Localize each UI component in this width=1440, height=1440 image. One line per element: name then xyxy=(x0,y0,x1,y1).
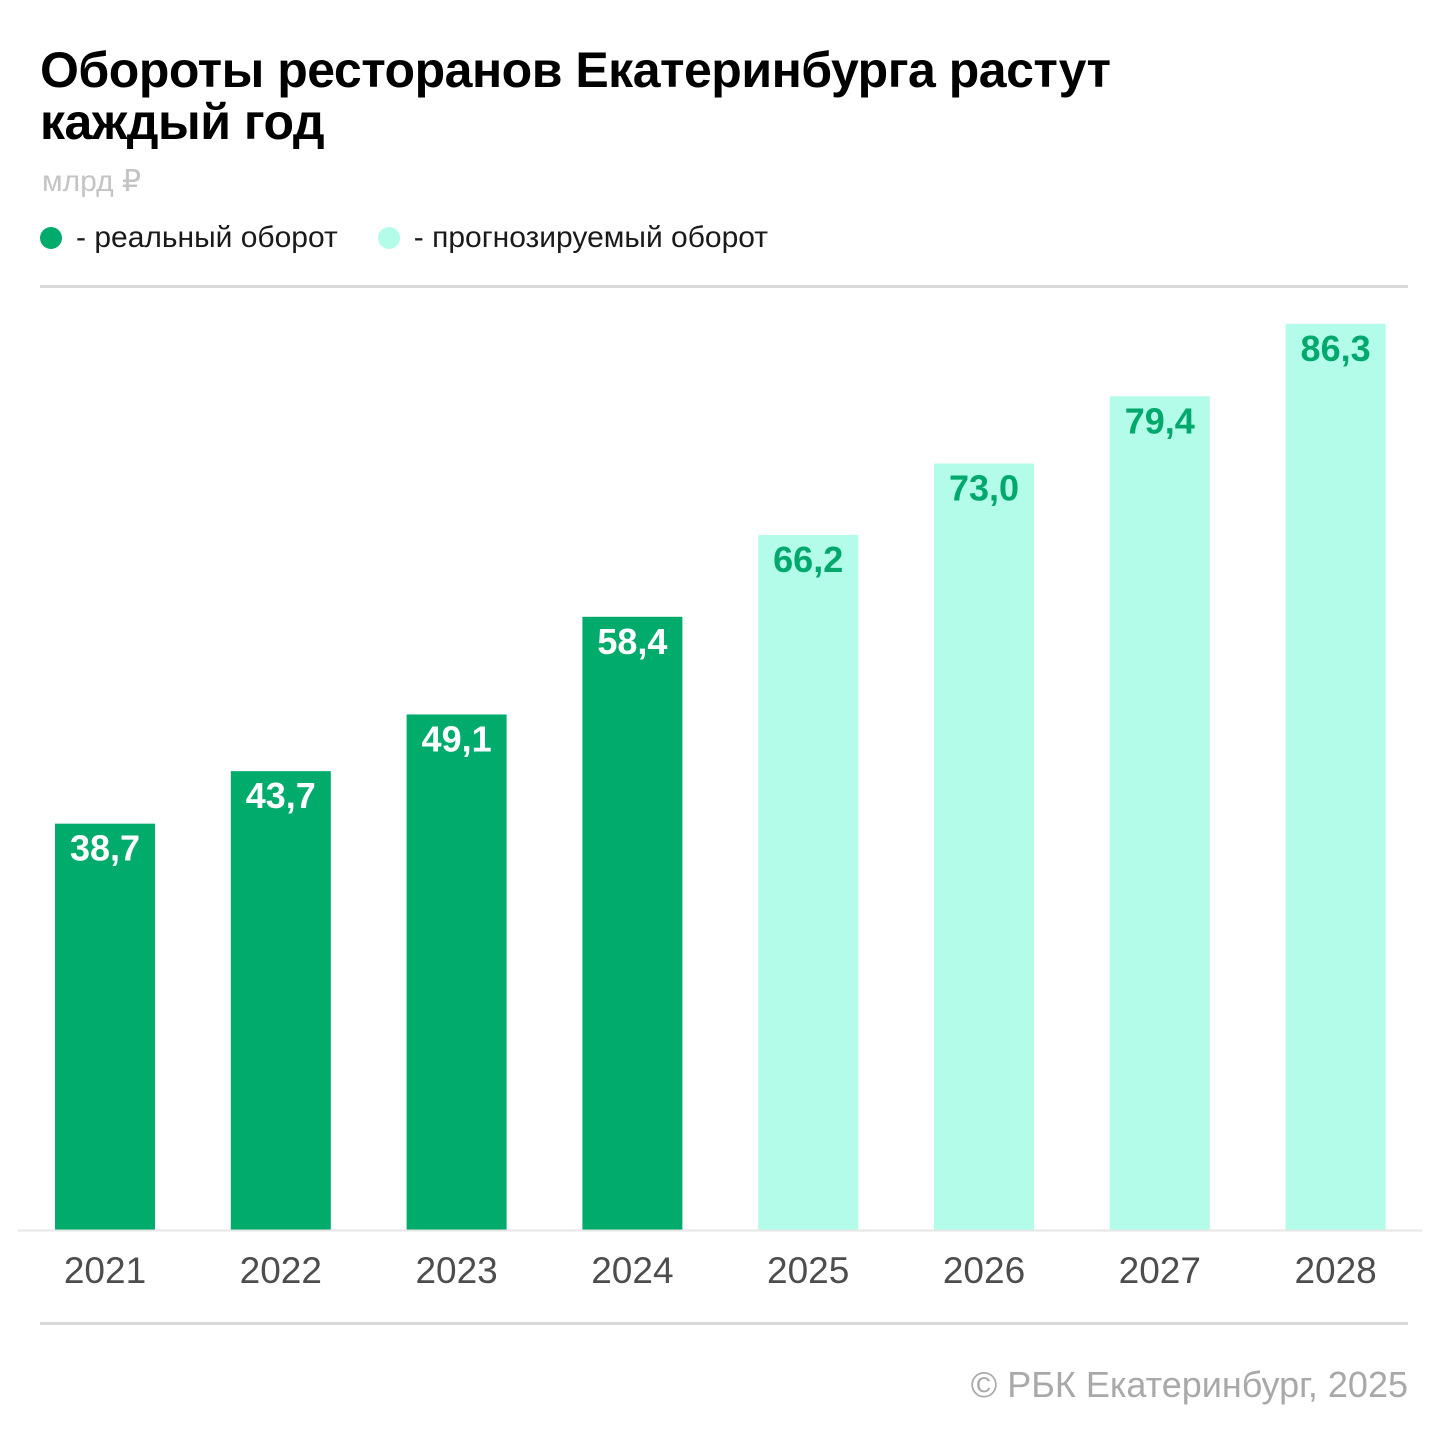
legend-label-actual: - реальный оборот xyxy=(76,221,338,254)
value-label-2022: 43,7 xyxy=(246,775,316,816)
bar-2025 xyxy=(758,534,859,1230)
x-tick-label-2027: 2027 xyxy=(1119,1250,1201,1291)
x-tick-label-2022: 2022 xyxy=(240,1250,322,1291)
chart-title: Обороты ресторанов Екатеринбурга растут … xyxy=(40,44,1340,148)
value-label-2027: 79,4 xyxy=(1125,400,1195,441)
bar-2028 xyxy=(1285,323,1386,1231)
value-label-2025: 66,2 xyxy=(773,539,843,580)
unit-label: млрд ₽ xyxy=(42,165,142,198)
x-tick-label-2024: 2024 xyxy=(591,1250,673,1291)
value-label-2023: 49,1 xyxy=(422,718,492,759)
legend-item-forecast: - прогнозируемый оборот xyxy=(377,221,769,255)
top-divider xyxy=(40,285,1408,288)
bar-2026 xyxy=(934,463,1034,1230)
x-tick-label-2021: 2021 xyxy=(64,1250,146,1291)
value-label-2028: 86,3 xyxy=(1301,328,1371,369)
legend-label-forecast: - прогнозируемый оборот xyxy=(413,221,769,254)
credit-text: © РБК Екатеринбург, 2025 xyxy=(970,1364,1408,1405)
value-label-2021: 38,7 xyxy=(70,828,140,869)
chart-title-line-1: Обороты ресторанов Екатеринбурга растут xyxy=(40,42,1111,98)
legend-dot-actual-icon xyxy=(40,227,62,249)
x-tick-label-2026: 2026 xyxy=(943,1250,1025,1291)
bar-2023 xyxy=(406,714,507,1230)
legend-dot-forecast-icon xyxy=(377,227,400,249)
chart-title-line-2: каждый год xyxy=(40,94,325,150)
bar-2022 xyxy=(230,771,331,1230)
legend: - реальный оборот - прогнозируемый оборо… xyxy=(40,218,808,258)
x-tick-label-2023: 2023 xyxy=(415,1250,497,1291)
bar-2021 xyxy=(55,823,155,1230)
bar-chart: 38,7 2021 43,7 2022 49,1 2023 58,4 2024 66,2 2025… xyxy=(18,323,1422,1291)
value-label-2024: 58,4 xyxy=(597,621,667,662)
value-label-2026: 73,0 xyxy=(949,468,1019,509)
x-tick-label-2025: 2025 xyxy=(767,1250,849,1291)
bar-2027 xyxy=(1109,396,1210,1230)
legend-item-actual: - реальный оборот xyxy=(40,221,338,255)
bottom-divider xyxy=(40,1322,1408,1325)
x-tick-label-2028: 2028 xyxy=(1294,1250,1376,1291)
bar-2024 xyxy=(582,616,683,1230)
